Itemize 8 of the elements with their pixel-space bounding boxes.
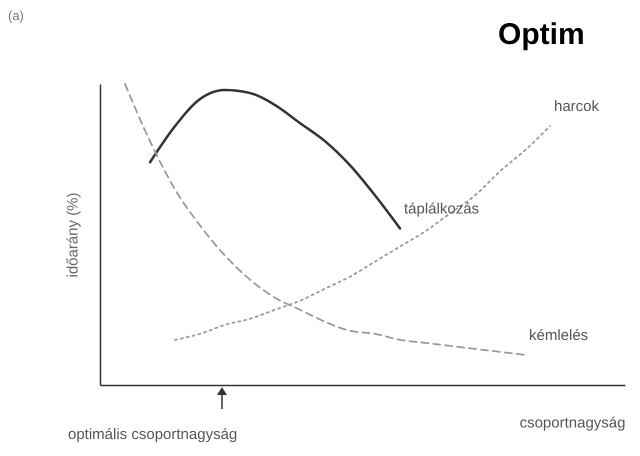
series-label: kémlelés [529, 326, 588, 344]
y-axis-title: időarány (%) [64, 192, 82, 278]
text: optimális csoportnagyság [68, 426, 238, 443]
text: (a) [8, 8, 24, 23]
x-axis-title: csoportnagyság [520, 414, 626, 432]
series-label: harcok [554, 98, 600, 116]
series-label: táplálkozás [404, 200, 480, 218]
chart-title: Optim [498, 18, 585, 52]
